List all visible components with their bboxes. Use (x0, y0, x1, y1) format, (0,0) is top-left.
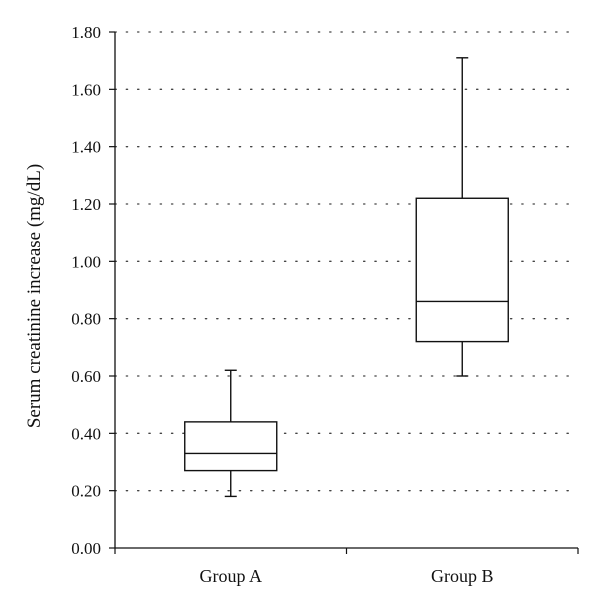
x-category-label: Group B (431, 566, 494, 586)
y-tick-label: 0.40 (71, 424, 101, 443)
y-tick-label: 0.80 (71, 310, 101, 329)
box-series (184, 57, 509, 498)
box-2 (415, 57, 509, 377)
y-tick-label: 1.40 (71, 138, 101, 157)
x-category-label: Group A (200, 566, 263, 586)
y-tick-label: 0.00 (71, 539, 101, 558)
y-axis-title: Serum creatinine increase (mg/dL) (24, 164, 45, 428)
iqr-box (415, 197, 509, 343)
y-tick-label: 1.60 (71, 80, 101, 99)
y-tick-label: 1.20 (71, 195, 101, 214)
y-axis: 0.00 0.20 0.40 0.60 0.80 1.00 1.20 1.40 1.60 1.80 (71, 23, 116, 558)
y-tick-label: 0.60 (71, 367, 101, 386)
y-tick-label: 1.80 (71, 23, 101, 42)
iqr-box (184, 421, 278, 472)
y-tick-label: 1.00 (71, 252, 101, 271)
y-tick-label: 0.20 (71, 482, 101, 501)
box-1 (184, 369, 278, 498)
x-axis: Group A Group B (114, 547, 579, 586)
